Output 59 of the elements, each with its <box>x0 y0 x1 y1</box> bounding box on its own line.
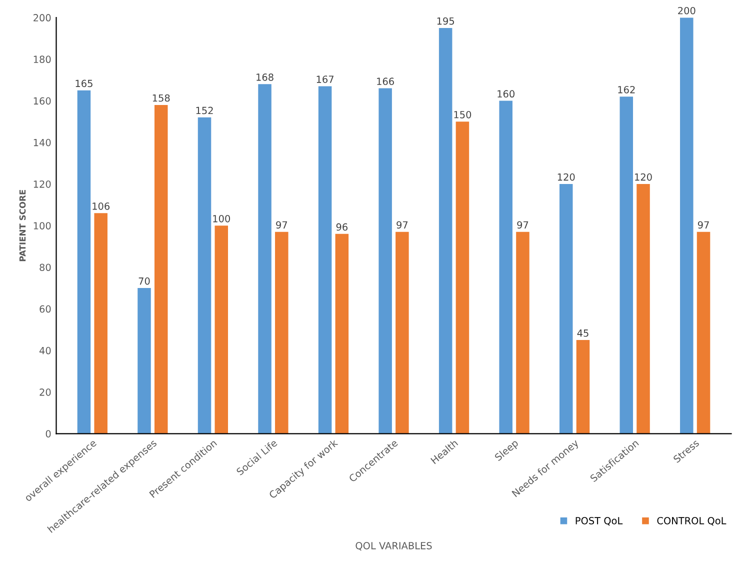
data-label: 100 <box>213 214 230 222</box>
bar <box>77 90 91 434</box>
data-label: 165 <box>76 80 92 88</box>
data-label: 45 <box>577 330 588 337</box>
data-label: 167 <box>316 76 334 83</box>
legend-label: CONTROL QoL <box>657 517 726 526</box>
y-tick-label: 140 <box>34 138 51 146</box>
legend-label: POST QoL <box>576 517 623 526</box>
y-tick-label: 100 <box>34 222 51 230</box>
bar <box>516 232 530 434</box>
y-axis-title: PATIENT SCORE <box>19 190 26 262</box>
data-label: 162 <box>618 86 635 94</box>
bar <box>438 28 452 434</box>
data-label: 166 <box>377 78 394 86</box>
bar <box>214 226 228 434</box>
data-label: 106 <box>92 202 110 210</box>
bar <box>378 88 392 434</box>
y-tick-label: 60 <box>40 305 51 313</box>
data-label: 152 <box>196 106 213 114</box>
data-label: 96 <box>336 223 348 231</box>
bar <box>396 232 409 434</box>
data-label: 150 <box>454 110 472 118</box>
y-tick-label: 180 <box>34 56 51 64</box>
data-label: 97 <box>276 221 288 229</box>
y-tick-label: 160 <box>34 97 51 105</box>
y-tick-label: 200 <box>34 14 51 22</box>
bar <box>335 234 349 434</box>
bar <box>636 184 650 434</box>
data-label: 97 <box>396 221 408 229</box>
bar <box>275 232 288 434</box>
bar <box>620 96 634 434</box>
y-tick-label: 0 <box>46 430 51 438</box>
data-label: 120 <box>558 173 575 181</box>
bar <box>696 232 710 434</box>
data-label: 160 <box>498 90 514 98</box>
data-label: 200 <box>678 6 696 14</box>
bar <box>154 104 168 434</box>
bar <box>499 100 512 434</box>
bar <box>138 288 151 434</box>
data-label: 195 <box>437 17 454 25</box>
bar <box>456 122 470 434</box>
y-tick-label: 120 <box>34 180 51 188</box>
bar <box>318 86 332 434</box>
data-label: 120 <box>635 173 652 181</box>
bar <box>680 18 694 434</box>
x-axis-title: QOL VARIABLES <box>356 542 432 550</box>
bar <box>559 184 573 434</box>
data-label: 97 <box>517 221 528 229</box>
bar <box>94 213 108 434</box>
data-label: 158 <box>152 94 170 102</box>
bar <box>576 340 590 434</box>
y-tick-label: 40 <box>39 346 51 354</box>
bar <box>198 117 212 434</box>
y-tick-label: 80 <box>40 264 51 272</box>
bar <box>258 84 272 434</box>
y-tick-label: 20 <box>40 388 51 396</box>
data-label: 97 <box>698 221 709 229</box>
data-label: 70 <box>138 277 150 285</box>
data-label: 168 <box>256 74 274 81</box>
